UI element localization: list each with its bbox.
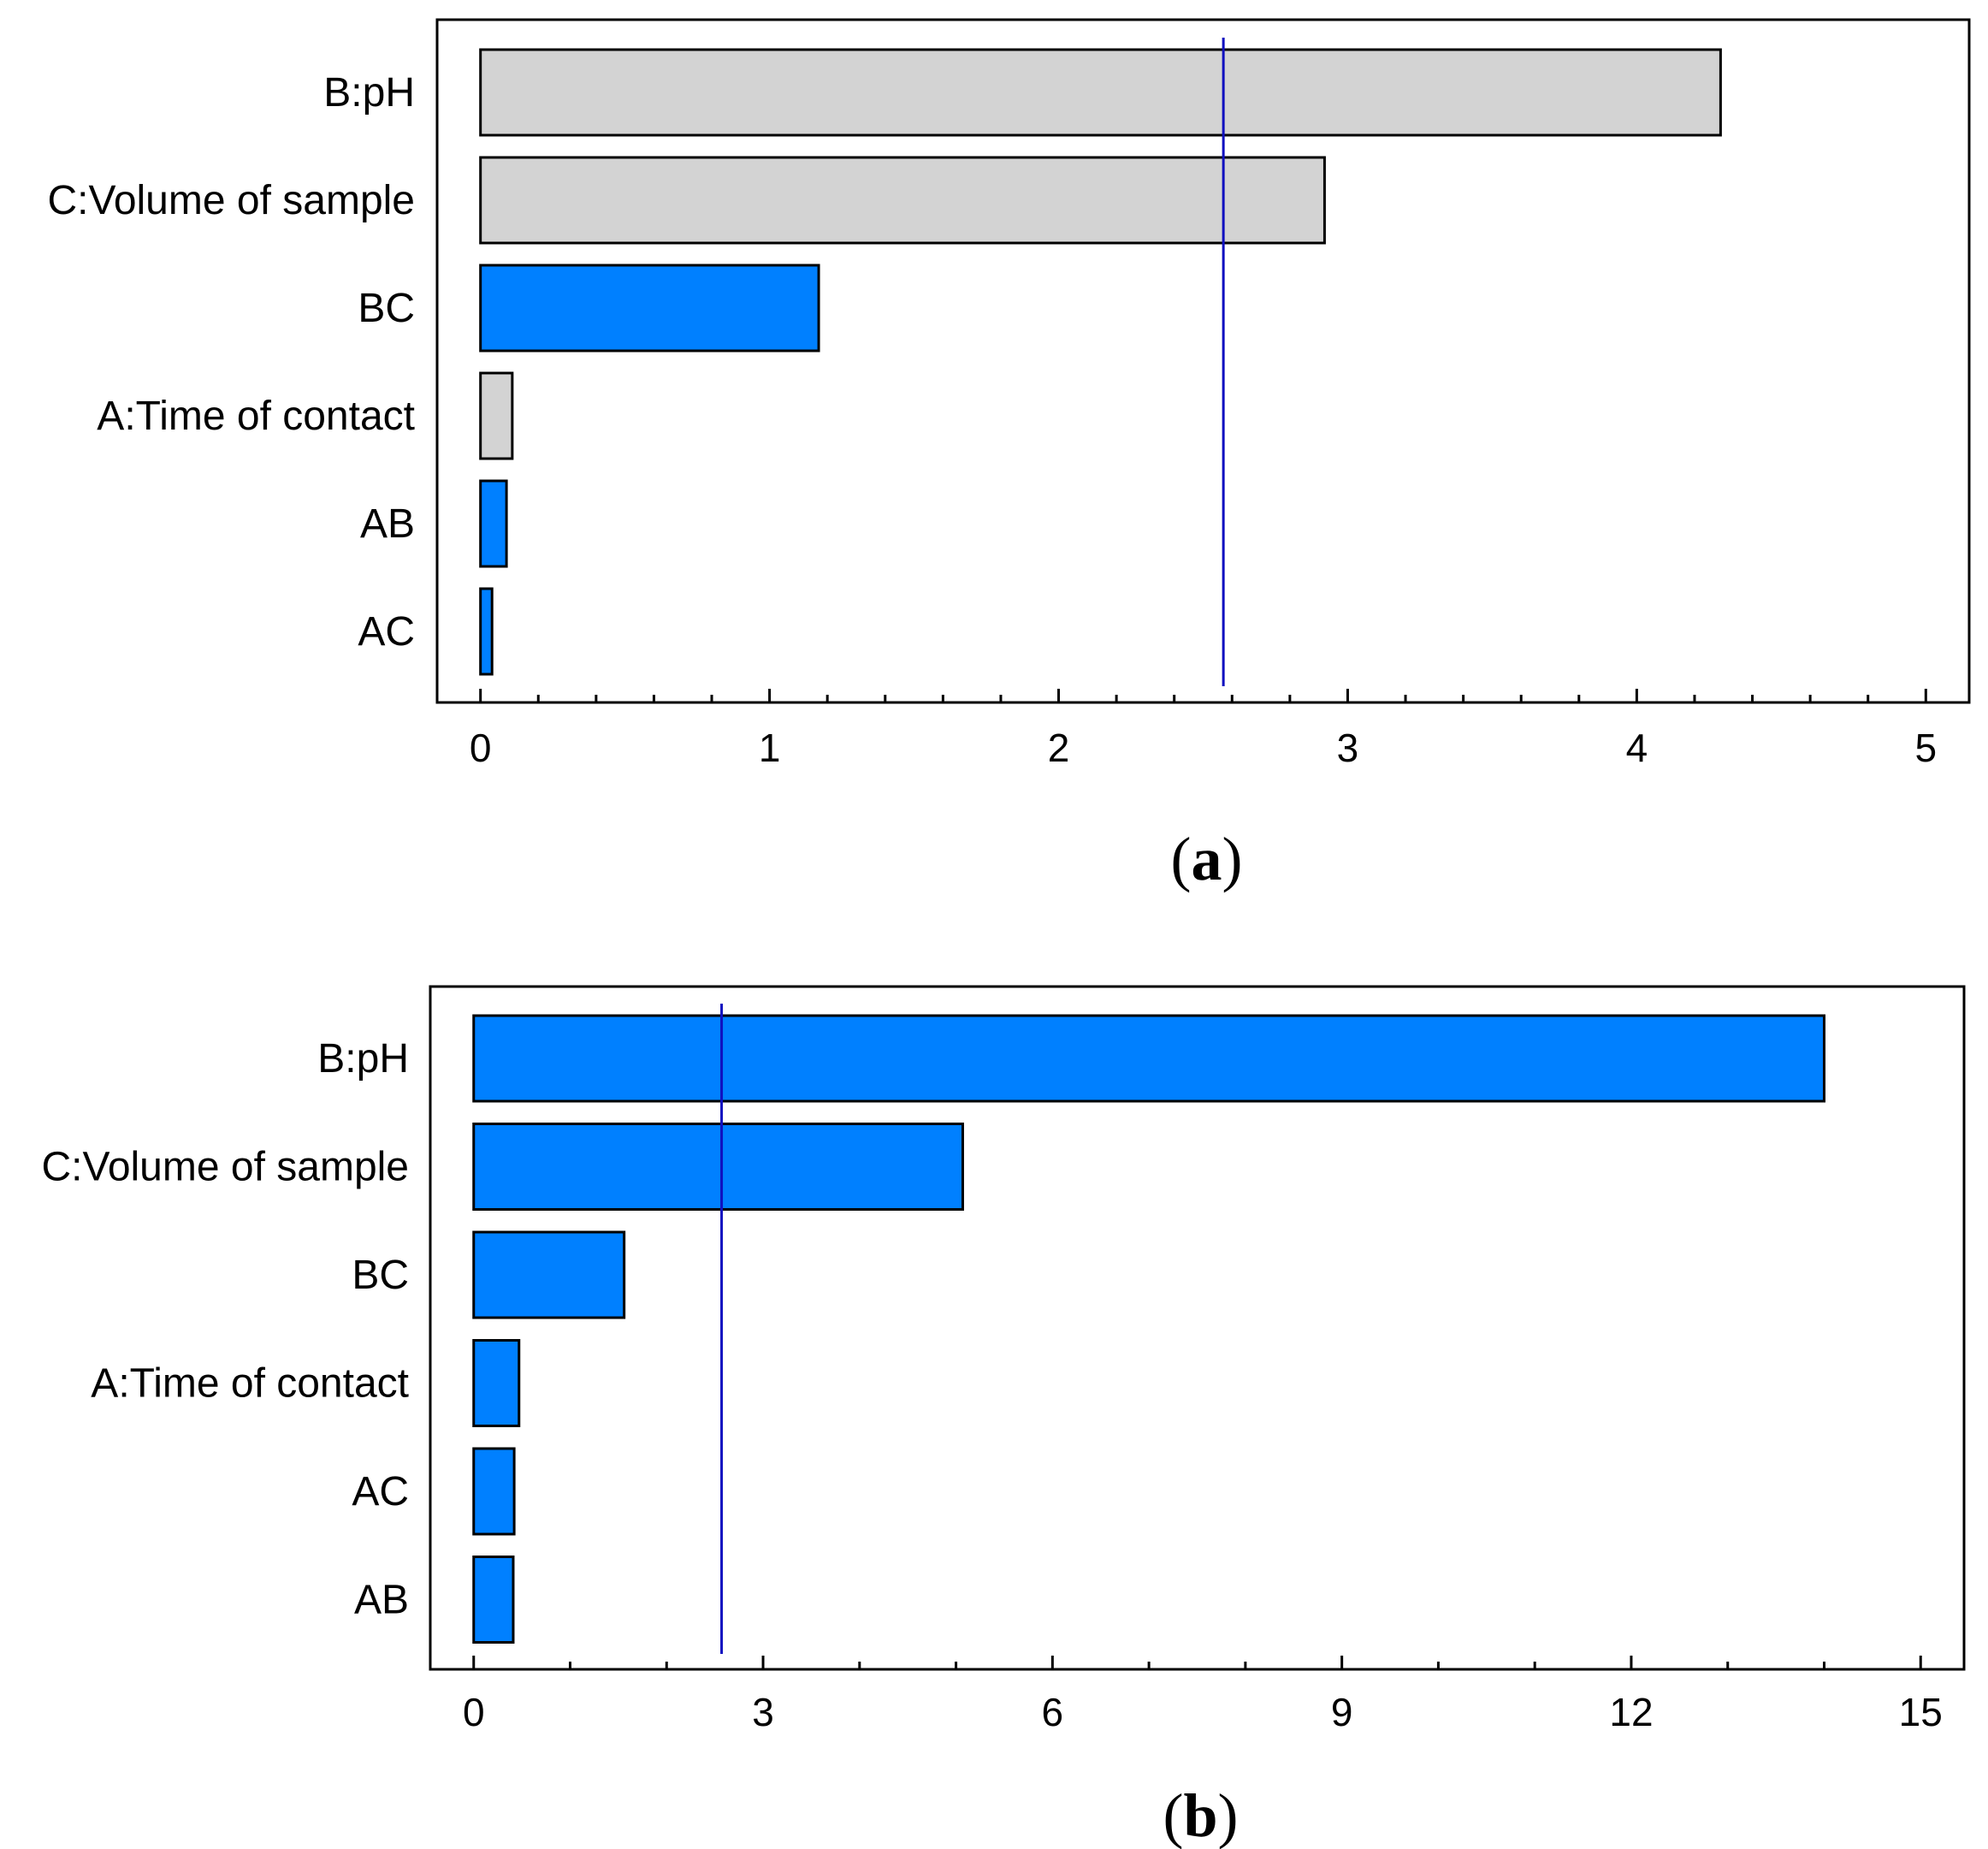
x-tick-label: 0 — [470, 726, 492, 770]
category-label: A:Time of contact — [97, 394, 415, 439]
category-label: BC — [358, 286, 415, 331]
panel-caption: (b) — [1163, 1781, 1238, 1849]
category-label: B:pH — [317, 1036, 409, 1082]
x-tick-label: 9 — [1331, 1690, 1353, 1734]
bar-ab — [479, 479, 508, 568]
x-tick-label: 12 — [1609, 1690, 1653, 1734]
x-tick-label: 1 — [759, 726, 781, 770]
plot-frame — [435, 18, 1971, 704]
plot-frame — [429, 985, 1966, 1671]
x-tick-label: 6 — [1042, 1690, 1064, 1734]
bar-c-volume-of-sample — [472, 1123, 964, 1211]
bar-bc — [479, 264, 820, 353]
x-tick-label: 2 — [1048, 726, 1070, 770]
bar-bc — [472, 1230, 626, 1319]
category-label: AB — [354, 1578, 409, 1623]
category-label: AC — [352, 1469, 409, 1514]
bar-a-time-of-contact — [472, 1339, 521, 1427]
category-label: AB — [360, 501, 415, 547]
panel-letter: a — [1192, 825, 1222, 893]
bar-ab — [472, 1556, 515, 1644]
x-tick-label: 15 — [1899, 1690, 1943, 1734]
chart-a: B:pH C:Volume of sample BC A:Time of contac… — [47, 18, 1971, 893]
category-label: B:pH — [323, 70, 415, 116]
x-tick-label: 3 — [752, 1690, 774, 1734]
category-label: C:Volume of sample — [47, 178, 415, 223]
bar-b-ph — [479, 48, 1722, 137]
bar-b-ph — [472, 1014, 1825, 1103]
panel-caption: (a) — [1171, 825, 1243, 893]
bar-ac — [479, 587, 494, 676]
x-tick-label: 0 — [463, 1690, 485, 1734]
panel-letter: b — [1183, 1781, 1217, 1849]
x-tick-label: 3 — [1337, 726, 1359, 770]
x-tick-label: 5 — [1915, 726, 1938, 770]
x-tick-label: 4 — [1626, 726, 1648, 770]
bar-ac — [472, 1447, 516, 1536]
category-label: C:Volume of sample — [41, 1145, 409, 1190]
category-label: A:Time of contact — [91, 1361, 409, 1407]
bar-c-volume-of-sample — [479, 156, 1326, 245]
chart-b: B:pH C:Volume of sample BC A:Time of contac… — [41, 985, 1966, 1849]
category-label: AC — [358, 609, 415, 655]
category-label: BC — [352, 1253, 409, 1298]
bar-a-time-of-contact — [479, 371, 514, 460]
